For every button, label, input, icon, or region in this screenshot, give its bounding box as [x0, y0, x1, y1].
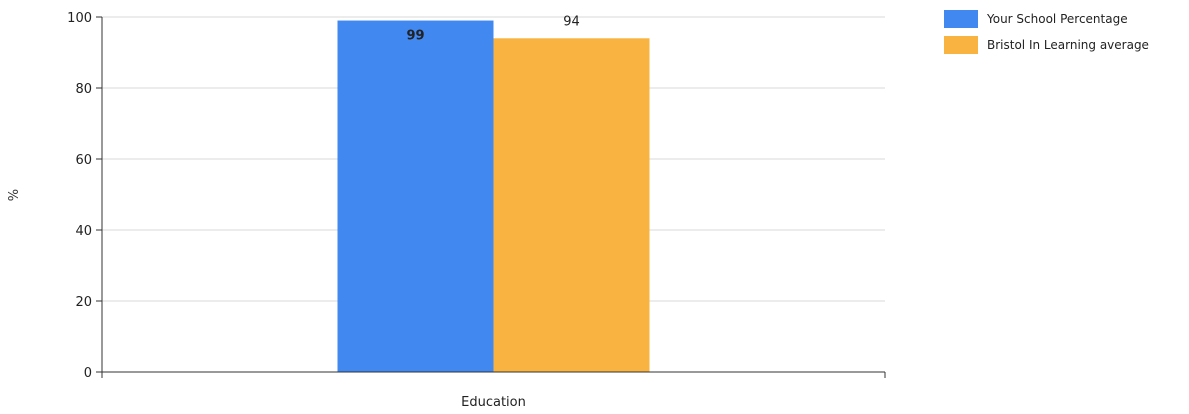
- bar-bristol-average: [493, 38, 650, 373]
- y-axis-ticks: 0 20 40 60 80 100: [67, 11, 102, 381]
- x-tick-label: Education: [461, 395, 526, 410]
- legend-swatch-bristol-average: [944, 36, 978, 54]
- bar-chart: 0 20 40 60 80 100 99 94 Education %: [7, 11, 886, 410]
- data-label: 94: [563, 14, 580, 29]
- legend-label-bristol-average: Bristol In Learning average: [987, 38, 1149, 52]
- y-tick-label: 80: [75, 82, 92, 97]
- legend-item-bristol-average: Bristol In Learning average: [944, 32, 1149, 58]
- legend-label-your-school: Your School Percentage: [987, 12, 1128, 26]
- y-tick-label: 0: [84, 366, 92, 381]
- y-tick-label: 100: [67, 11, 92, 26]
- data-labels: 99 94: [406, 14, 579, 43]
- data-label: 99: [406, 29, 424, 44]
- x-axis-ticks: Education: [101, 372, 886, 410]
- y-axis-label: %: [7, 189, 22, 201]
- legend-swatch-your-school: [944, 10, 978, 28]
- bar-your-school: [337, 20, 494, 373]
- y-tick-label: 40: [75, 224, 92, 239]
- legend-item-your-school: Your School Percentage: [944, 6, 1149, 32]
- y-tick-label: 20: [75, 295, 92, 310]
- bars: [337, 20, 650, 373]
- legend: Your School Percentage Bristol In Learni…: [944, 6, 1149, 58]
- y-tick-label: 60: [75, 153, 92, 168]
